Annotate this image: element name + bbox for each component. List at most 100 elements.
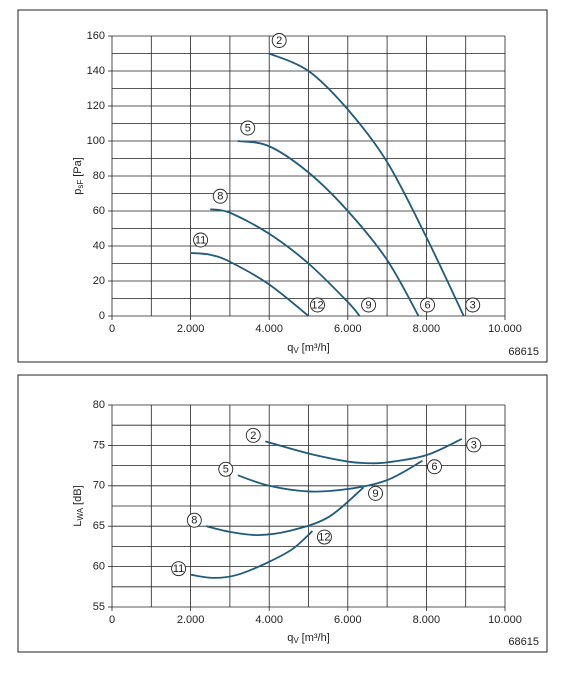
curve-tag: 2	[245, 427, 261, 443]
tag-text: 3	[470, 299, 476, 311]
curve	[265, 438, 463, 465]
tag-text: 2	[276, 35, 282, 47]
y-tick-label: 120	[87, 100, 105, 112]
y-tick-label: 80	[93, 170, 105, 182]
axis-label-unit: [Pa]	[72, 157, 84, 177]
curve	[210, 208, 361, 317]
axis-label: qV [m³/h]	[287, 342, 330, 355]
tag-text: 12	[311, 299, 323, 311]
curve-tag: 9	[361, 297, 377, 313]
x-tick-label: 6.000	[334, 323, 362, 335]
tag-circle	[212, 188, 228, 204]
axis-label-unit: [dB]	[72, 485, 84, 505]
tag-text: 6	[431, 461, 437, 473]
tag-circle	[186, 512, 202, 528]
figure-code: 68615	[508, 636, 539, 648]
curve-tag: 11	[193, 232, 209, 248]
axis-label-sub: V	[293, 636, 299, 645]
axis-label-text: L	[72, 521, 84, 527]
y-tick-label: 75	[93, 439, 105, 451]
tag-circle	[193, 232, 209, 248]
x-tick-label: 2.000	[177, 323, 205, 335]
curve	[190, 530, 314, 579]
curve	[237, 140, 420, 317]
x-tick-label: 8.000	[413, 614, 441, 626]
x-tick-label: 10.000	[488, 323, 522, 335]
y-tick-label: 100	[87, 135, 105, 147]
y-tick-label: 40	[93, 240, 105, 252]
curve-tag: 3	[466, 437, 482, 453]
tag-text: 2	[250, 430, 256, 442]
curve-tag: 6	[427, 459, 442, 475]
curve-tag: 9	[368, 485, 383, 501]
tag-circle	[316, 529, 332, 545]
curve-tag: 2	[271, 33, 287, 48]
tag-circle	[427, 459, 442, 475]
tag-circle	[420, 297, 435, 313]
curve-tag: 8	[212, 188, 228, 204]
y-tick-label: 60	[93, 205, 105, 217]
curve-tag: 8	[186, 512, 202, 528]
tag-text: 11	[173, 563, 184, 575]
chart-frame	[17, 374, 548, 653]
x-tick-label: 4.000	[255, 323, 283, 335]
x-tick-label: 2.000	[177, 614, 205, 626]
curve	[237, 459, 423, 493]
chart-frame	[17, 9, 548, 363]
axis-label-text: p	[72, 189, 84, 195]
tag-circle	[171, 561, 187, 577]
tag-circle	[361, 297, 377, 313]
y-tick-label: 160	[87, 30, 105, 42]
curve	[268, 52, 465, 317]
tag-text: 3	[471, 439, 477, 451]
curve-tag: 11	[171, 561, 187, 577]
axis-label: psF [Pa]	[72, 157, 85, 195]
tag-text: 8	[191, 515, 197, 527]
axis-label-unit: [m³/h]	[302, 342, 330, 354]
figure-code: 68615	[508, 346, 539, 358]
axis-label-unit: [m³/h]	[302, 632, 330, 644]
curve-tag: 5	[218, 461, 234, 477]
curve-tag: 3	[465, 297, 481, 313]
tag-text: 9	[366, 299, 372, 311]
tag-circle	[218, 461, 234, 477]
y-tick-label: 80	[93, 399, 105, 411]
y-tick-label: 20	[93, 275, 105, 287]
axis-label: qV [m³/h]	[287, 632, 330, 645]
tag-text: 12	[318, 531, 330, 543]
tag-circle	[245, 427, 261, 443]
tag-text: 11	[195, 234, 206, 246]
tag-circle	[368, 485, 383, 501]
tag-circle	[240, 120, 256, 136]
curve	[190, 252, 310, 317]
axis-label-sub: sF	[76, 180, 85, 189]
x-tick-label: 10.000	[488, 614, 522, 626]
tag-text: 6	[424, 299, 430, 311]
x-tick-label: 0	[109, 323, 115, 335]
x-tick-label: 8.000	[413, 323, 441, 335]
curve-tag: 5	[240, 120, 256, 136]
y-tick-label: 70	[93, 480, 105, 492]
axis-label-text: q	[287, 342, 293, 354]
chart: 0 2.000 4.000 6.000 8.000 10.000556065707580q…	[17, 374, 548, 653]
tag-circle	[465, 297, 481, 313]
curve-tag: 12	[316, 529, 332, 545]
tag-text: 5	[223, 464, 229, 476]
curve	[206, 486, 365, 536]
tag-circle	[310, 297, 325, 313]
curve-tag: 12	[310, 297, 325, 313]
y-tick-label: 60	[93, 561, 105, 573]
tag-text: 5	[245, 122, 251, 134]
y-tick-label: 65	[93, 520, 105, 532]
axis-label: LWA [dB]	[72, 485, 85, 526]
axis-label-text: q	[287, 632, 293, 644]
tag-circle	[271, 33, 287, 48]
y-tick-label: 140	[87, 65, 105, 77]
y-tick-label: 55	[93, 601, 105, 613]
x-tick-label: 0	[109, 614, 115, 626]
tag-circle	[466, 437, 482, 453]
tag-text: 8	[217, 191, 223, 203]
curve-tag: 6	[420, 297, 435, 313]
axis-label-sub: V	[293, 346, 299, 355]
